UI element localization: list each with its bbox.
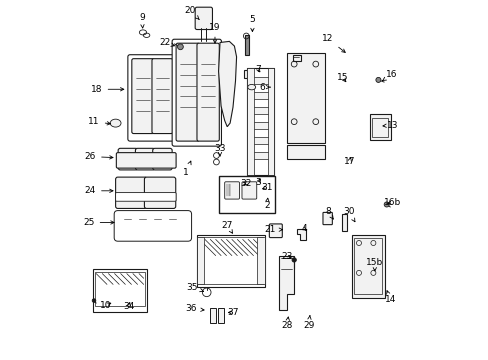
Polygon shape (278, 256, 294, 310)
Circle shape (92, 299, 96, 302)
Ellipse shape (247, 85, 255, 90)
Text: 19: 19 (209, 22, 220, 43)
Text: 25: 25 (83, 218, 114, 227)
Circle shape (291, 258, 296, 262)
Polygon shape (296, 229, 306, 240)
Text: 35: 35 (186, 283, 203, 292)
Text: 33: 33 (214, 144, 225, 156)
FancyBboxPatch shape (224, 182, 239, 199)
Text: 17: 17 (343, 157, 355, 166)
Text: 11: 11 (88, 117, 110, 126)
FancyBboxPatch shape (115, 177, 146, 208)
Text: 13: 13 (382, 121, 398, 130)
Bar (286, 145, 324, 159)
Text: 37: 37 (227, 308, 238, 317)
Text: 21: 21 (264, 225, 282, 234)
Text: 9: 9 (139, 13, 144, 28)
Text: 2: 2 (264, 198, 269, 210)
Circle shape (177, 44, 183, 50)
Text: 26: 26 (84, 152, 113, 161)
FancyBboxPatch shape (132, 59, 154, 134)
Bar (249, 137, 272, 144)
FancyBboxPatch shape (116, 153, 176, 168)
Text: 34: 34 (122, 302, 134, 311)
Bar (292, 55, 301, 61)
Text: 28: 28 (281, 317, 292, 330)
Text: 4: 4 (301, 224, 306, 233)
Bar (341, 214, 346, 231)
Bar (267, 68, 274, 175)
Text: 8: 8 (325, 207, 333, 219)
Bar (218, 308, 223, 323)
Bar (210, 308, 215, 323)
Bar (249, 107, 272, 114)
Bar (92, 269, 147, 312)
Bar (249, 77, 272, 84)
Text: 30: 30 (343, 207, 354, 222)
FancyBboxPatch shape (114, 211, 191, 241)
Bar (197, 237, 204, 284)
FancyBboxPatch shape (197, 43, 219, 141)
Bar (354, 238, 382, 294)
Text: 18: 18 (91, 85, 123, 94)
Text: 16: 16 (382, 71, 396, 81)
Polygon shape (218, 41, 236, 127)
Text: 12: 12 (322, 34, 345, 53)
Text: 3: 3 (255, 178, 261, 187)
Bar (247, 68, 274, 175)
Text: 24: 24 (84, 186, 113, 195)
FancyBboxPatch shape (195, 7, 212, 30)
FancyBboxPatch shape (144, 177, 175, 208)
FancyBboxPatch shape (172, 39, 221, 146)
Bar (369, 114, 390, 140)
Text: 31: 31 (261, 183, 272, 192)
Text: 23: 23 (281, 252, 292, 261)
Bar (197, 235, 264, 287)
FancyBboxPatch shape (135, 148, 155, 170)
Circle shape (375, 77, 380, 82)
FancyBboxPatch shape (152, 59, 172, 134)
Text: 15b: 15b (366, 258, 383, 271)
FancyBboxPatch shape (127, 55, 174, 141)
Text: 22: 22 (159, 38, 174, 47)
FancyBboxPatch shape (322, 212, 332, 225)
Text: 27: 27 (221, 220, 232, 233)
Circle shape (384, 202, 388, 207)
Bar (257, 237, 264, 284)
Bar (95, 272, 144, 306)
Text: 29: 29 (302, 316, 314, 330)
Text: 16b: 16b (384, 198, 401, 207)
Bar (249, 152, 272, 159)
FancyBboxPatch shape (118, 148, 137, 170)
Bar (249, 122, 272, 129)
FancyBboxPatch shape (242, 182, 256, 199)
Bar (247, 68, 253, 175)
Text: 10: 10 (100, 301, 111, 310)
Text: 6: 6 (258, 83, 270, 91)
FancyBboxPatch shape (152, 148, 172, 170)
Text: 7: 7 (255, 65, 261, 74)
Bar (371, 118, 387, 137)
Bar (244, 70, 250, 78)
Text: 5: 5 (249, 15, 255, 32)
Bar (198, 237, 263, 284)
Bar (351, 235, 384, 298)
Text: 20: 20 (183, 5, 199, 19)
Text: 36: 36 (185, 304, 203, 313)
Text: 14: 14 (384, 291, 395, 304)
FancyBboxPatch shape (176, 43, 199, 141)
FancyBboxPatch shape (115, 193, 176, 201)
Bar (249, 92, 272, 99)
Ellipse shape (110, 119, 121, 127)
Text: 1: 1 (183, 161, 191, 176)
Text: 15: 15 (336, 73, 347, 82)
Text: 32: 32 (240, 179, 251, 188)
Bar (286, 53, 324, 143)
Bar (218, 176, 275, 213)
Bar (244, 35, 248, 55)
FancyBboxPatch shape (269, 224, 282, 238)
